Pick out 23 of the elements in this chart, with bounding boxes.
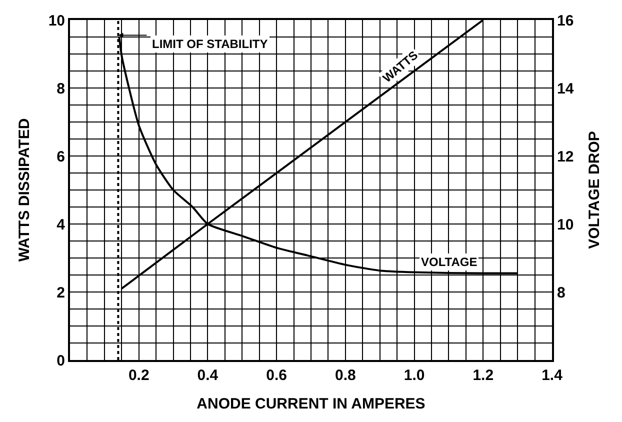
y2-tick-label: 16 [557,12,574,30]
series-label: VOLTAGE [421,255,478,269]
y2-axis-title: VOLTAGE DROP [586,131,603,249]
y-tick-label: 6 [56,148,65,166]
ref-line-label: LIMIT OF STABILITY [152,37,268,51]
y2-tick-label: 8 [557,284,566,302]
x-tick-label: 0.8 [335,367,356,384]
y-tick-label: 0 [56,352,65,370]
x-tick-label: 1.0 [404,367,425,384]
x-axis-title: ANODE CURRENT IN AMPERES [196,396,426,412]
y-tick-label: 4 [56,216,66,234]
x-tick-label: 0.6 [266,367,287,384]
y-axis-title: WATTS DISSIPATED [16,118,34,262]
y-tick-label: 10 [48,12,65,30]
y2-tick-label: 14 [557,80,574,98]
y2-tick-label: 10 [557,216,574,234]
x-tick-label: 1.2 [472,367,494,384]
y-tick-label: 2 [56,284,65,302]
x-tick-label: 0.4 [197,367,219,384]
y-tick-label: 8 [56,80,65,98]
x-tick-label: 1.4 [542,367,564,384]
x-tick-label: 0.2 [128,367,150,384]
y2-tick-label: 12 [557,148,574,166]
